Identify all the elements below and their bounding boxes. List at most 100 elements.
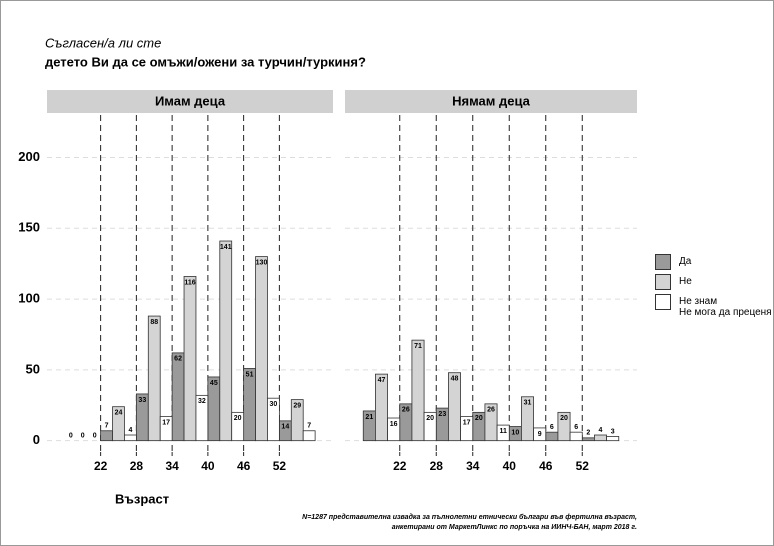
- bar: [448, 372, 461, 442]
- bar: [411, 339, 425, 442]
- legend-item: Не знам Не мога да преценя: [655, 294, 772, 318]
- bar: [290, 399, 304, 442]
- bar: [569, 431, 583, 442]
- x-tick-label: 40: [503, 459, 517, 473]
- value-label: 10: [511, 429, 519, 436]
- value-label: 0: [81, 433, 85, 440]
- bar: [112, 406, 125, 442]
- bar: [521, 396, 534, 442]
- value-label: 14: [281, 424, 289, 431]
- bar: [460, 416, 474, 442]
- value-label: 20: [475, 415, 483, 422]
- value-label: 29: [293, 402, 301, 409]
- note: анкетирани от МаркетЛинкс по поръчка на …: [392, 524, 637, 531]
- value-label: 32: [198, 398, 206, 405]
- panel-title: Нямам деца: [452, 93, 531, 108]
- x-axis-label: Възраст: [115, 491, 169, 506]
- value-label: 21: [365, 414, 373, 421]
- bar: [159, 416, 173, 442]
- value-label: 26: [402, 407, 410, 414]
- value-label: 16: [390, 421, 398, 428]
- value-label: 6: [574, 424, 578, 431]
- x-tick-label: 46: [539, 459, 553, 473]
- value-label: 7: [307, 423, 311, 430]
- bar: [557, 411, 571, 442]
- legend-swatch: [655, 274, 671, 290]
- bar: [496, 424, 510, 442]
- bar: [171, 352, 185, 442]
- panel-strip: [47, 90, 333, 113]
- bar: [231, 411, 245, 442]
- bar: [581, 437, 595, 442]
- legend: Да Не Не знам Не мога да преценя: [655, 254, 772, 322]
- value-label: 17: [463, 419, 471, 426]
- legend-swatch: [655, 254, 671, 270]
- value-label: 20: [560, 415, 568, 422]
- bar: [375, 373, 388, 442]
- value-label: 9: [538, 431, 542, 438]
- value-label: 6: [550, 424, 554, 431]
- value-label: 48: [451, 376, 459, 383]
- note: N=1287 представителна извадка за пълноле…: [302, 513, 637, 521]
- bar: [243, 368, 256, 442]
- bar: [183, 276, 197, 442]
- value-label: 30: [270, 401, 278, 408]
- y-tick-label: 200: [18, 149, 40, 164]
- value-label: 23: [438, 411, 446, 418]
- x-tick-label: 34: [466, 459, 480, 473]
- value-label: 7: [105, 423, 109, 430]
- legend-label: Да: [679, 256, 692, 267]
- bar: [545, 431, 559, 442]
- legend-label: Не: [679, 276, 692, 287]
- bar: [147, 315, 161, 442]
- y-tick-label: 0: [33, 432, 40, 447]
- bar: [302, 430, 316, 442]
- value-label: 31: [524, 400, 532, 407]
- value-label: 141: [220, 244, 232, 251]
- bar: [533, 427, 547, 442]
- bar: [100, 430, 113, 442]
- bar: [124, 434, 137, 442]
- x-tick-label: 28: [430, 459, 444, 473]
- legend-item: Да: [655, 254, 772, 270]
- bar: [219, 240, 233, 442]
- x-tick-label: 28: [130, 459, 144, 473]
- bar: [255, 256, 268, 442]
- value-label: 3: [611, 428, 615, 435]
- bar: [606, 436, 620, 442]
- value-label: 88: [150, 319, 158, 326]
- value-label: 17: [162, 419, 170, 426]
- value-label: 24: [115, 410, 123, 417]
- value-label: 4: [599, 427, 603, 434]
- value-label: 62: [174, 356, 182, 363]
- bar: [594, 434, 607, 442]
- x-tick-label: 34: [165, 459, 179, 473]
- x-tick-label: 46: [237, 459, 251, 473]
- value-label: 130: [256, 259, 268, 266]
- chart-subtitle: детето Ви да се омъжи/ожени за турчин/ту…: [45, 54, 366, 69]
- value-label: 4: [128, 427, 132, 434]
- value-label: 11: [499, 428, 507, 435]
- value-label: 45: [210, 380, 218, 387]
- legend-label: Не знам Не мога да преценя: [679, 296, 772, 318]
- value-label: 0: [93, 433, 97, 440]
- value-label: 20: [234, 415, 242, 422]
- bar: [195, 394, 209, 442]
- value-label: 20: [426, 415, 434, 422]
- value-label: 116: [184, 279, 195, 286]
- y-tick-label: 100: [18, 291, 40, 306]
- value-label: 2: [586, 430, 590, 437]
- panel-strip: [345, 90, 637, 113]
- legend-item: Не: [655, 274, 772, 290]
- y-tick-label: 50: [26, 361, 40, 376]
- chart-title: Съгласен/а ли сте: [45, 35, 161, 50]
- value-label: 71: [414, 343, 422, 350]
- value-label: 33: [138, 397, 146, 404]
- bar: [423, 411, 437, 442]
- x-tick-label: 40: [201, 459, 215, 473]
- x-tick-label: 52: [273, 459, 287, 473]
- x-tick-label: 52: [576, 459, 590, 473]
- x-tick-label: 22: [94, 459, 108, 473]
